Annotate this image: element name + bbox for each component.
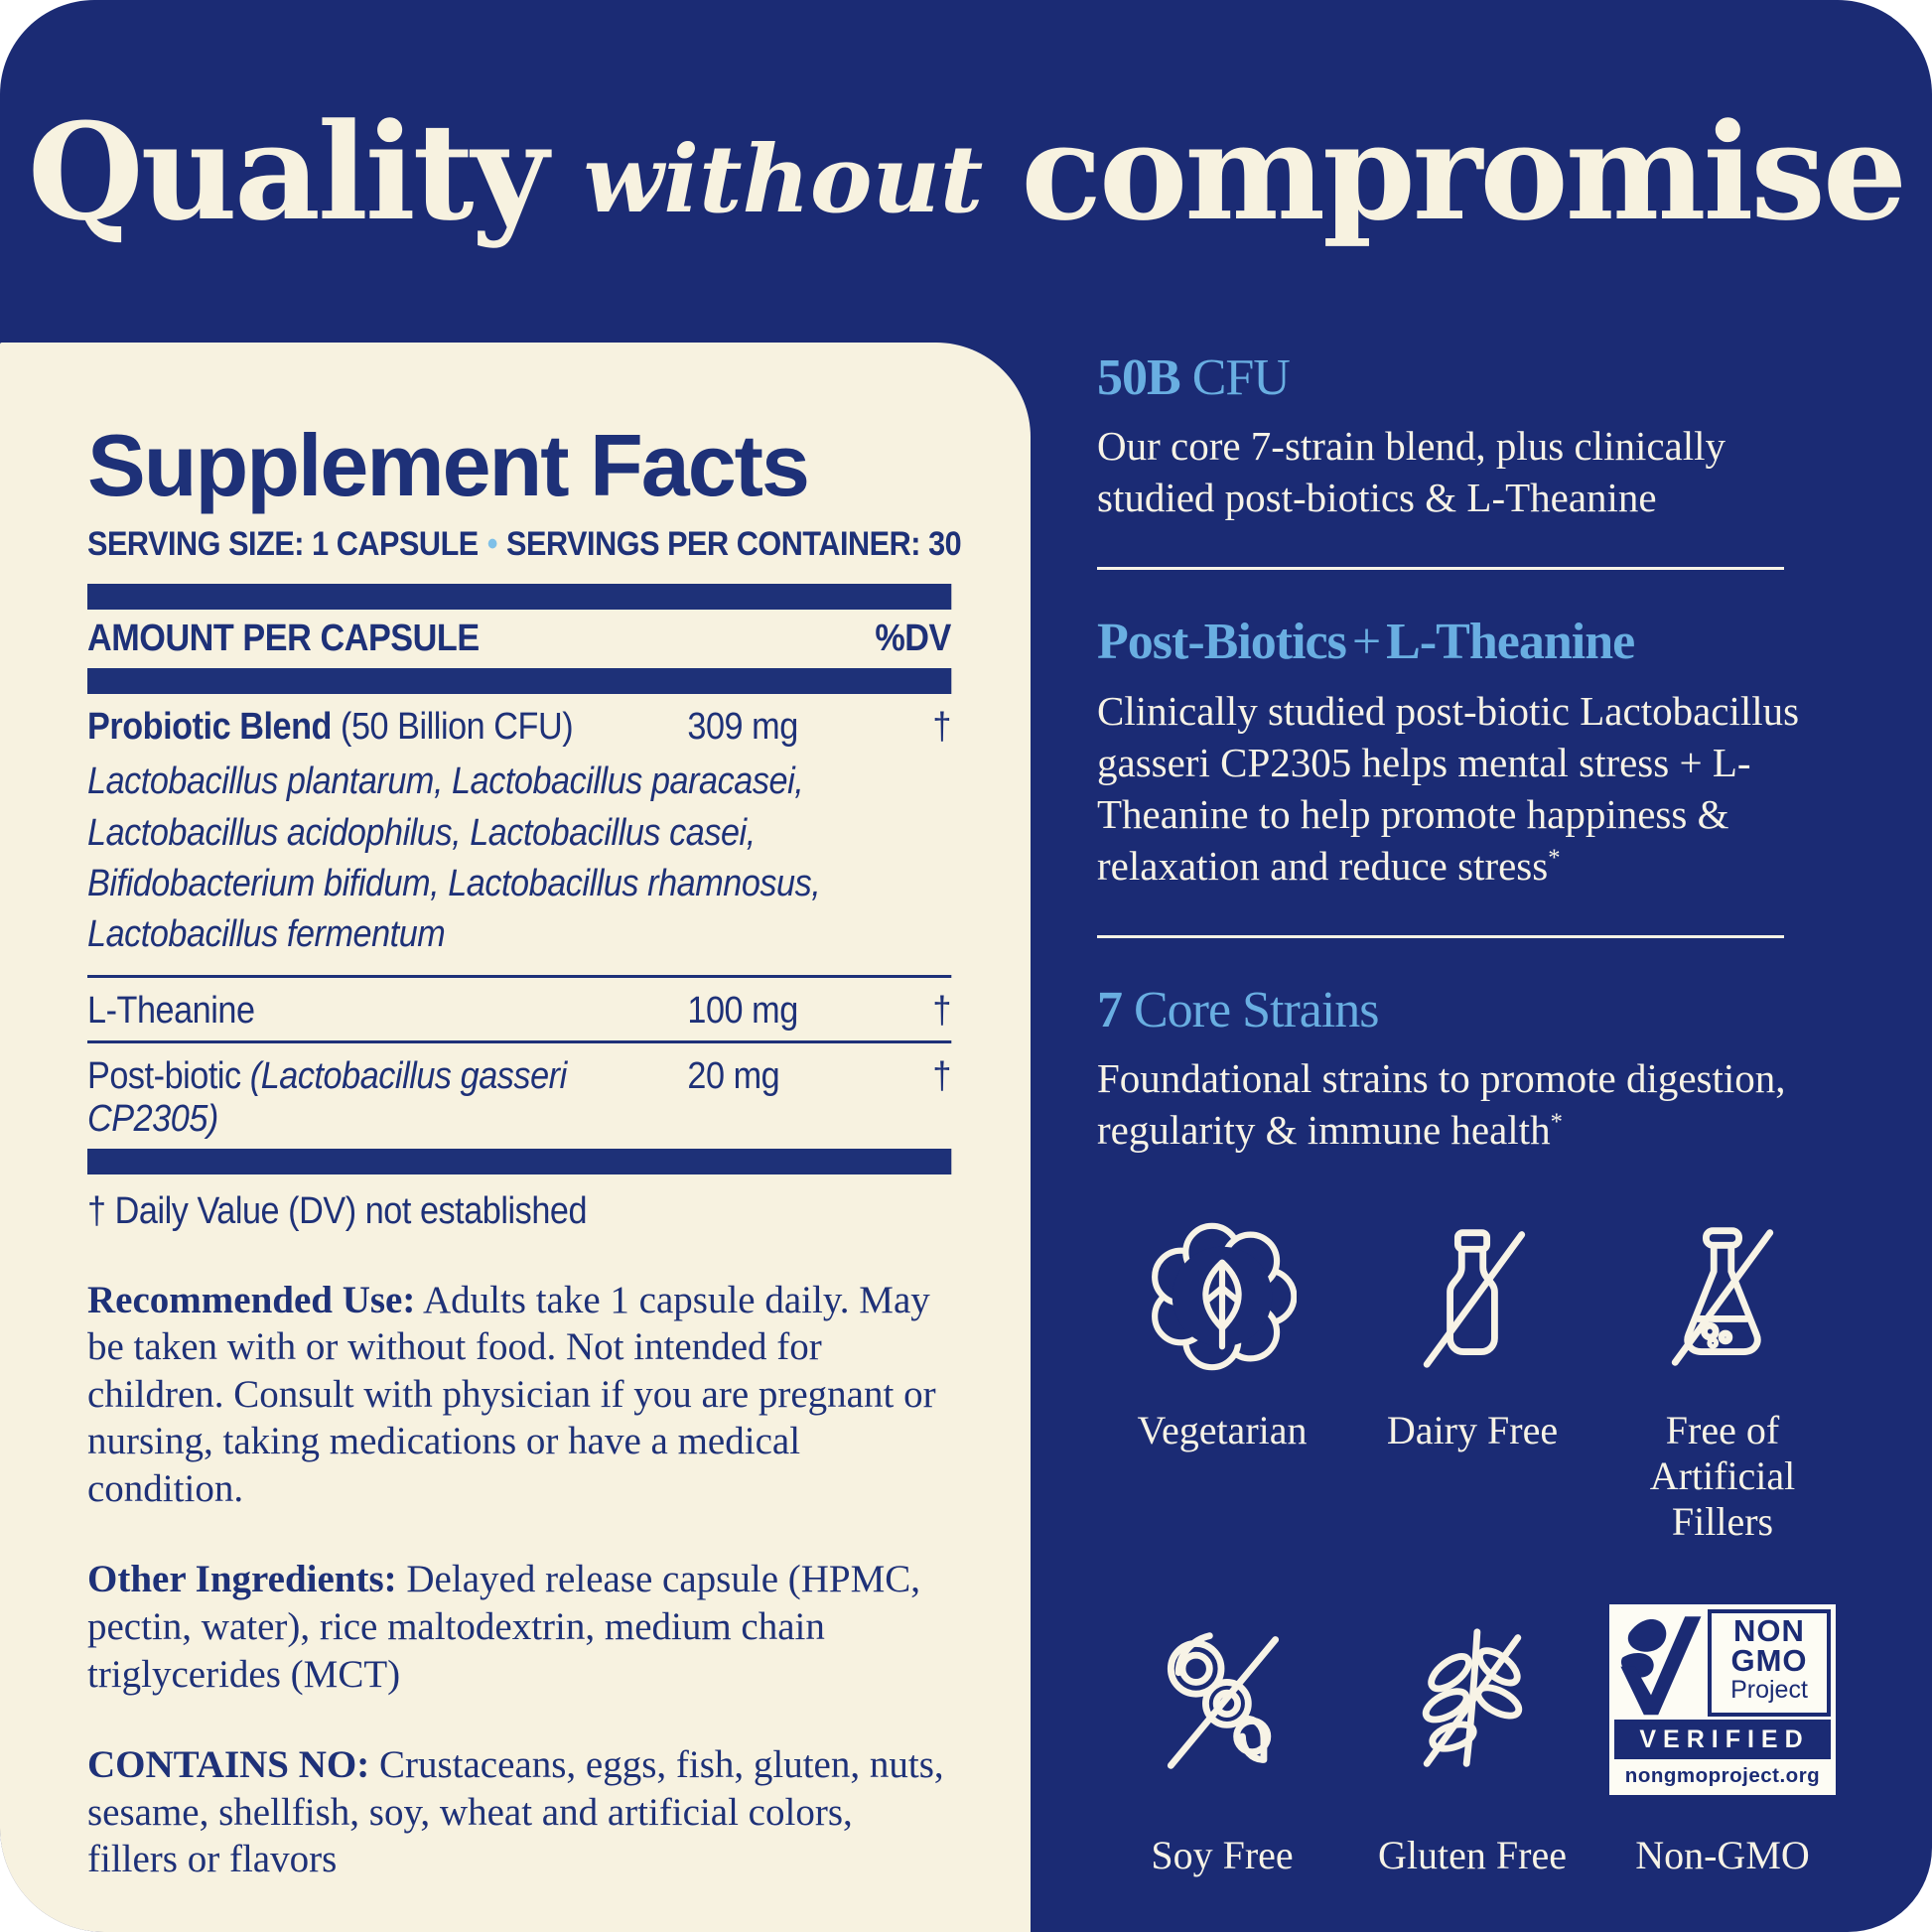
supplement-facts-table: SERVING SIZE: 1 CAPSULE • SERVINGS PER CON… bbox=[87, 525, 962, 1232]
cfu-value: 50B bbox=[1097, 349, 1181, 406]
bullet-separator: • bbox=[486, 525, 498, 564]
contains-no-paragraph: CONTAINS NO: Crustaceans, eggs, fish, gl… bbox=[87, 1741, 951, 1883]
contains-no-label: CONTAINS NO: bbox=[87, 1743, 370, 1787]
highlight-7-core-strains: 7 Core Strains Foundational strains to p… bbox=[1097, 982, 1850, 1156]
non-gmo-butterfly-icon bbox=[1620, 1616, 1702, 1716]
vegetarian-leaf-icon bbox=[1148, 1213, 1297, 1380]
ingredient-dv: † bbox=[932, 706, 951, 749]
divider-bar-mid bbox=[87, 668, 951, 695]
highlight-body: Clinically studied post-biotic Lactobaci… bbox=[1097, 687, 1800, 889]
non-gmo-project-badge: NON GMO Project VERIFIED nongmoproject.o… bbox=[1609, 1594, 1836, 1805]
amount-per-capsule-header: AMOUNT PER CAPSULE bbox=[87, 618, 480, 660]
ingredient-name: Probiotic Blend (50 Billion CFU) bbox=[87, 706, 574, 749]
l-theanine-label: L-Theanine bbox=[1386, 614, 1635, 671]
serving-info-line: SERVING SIZE: 1 CAPSULE • SERVINGS PER CON… bbox=[87, 525, 962, 564]
other-ingredients-paragraph: Other Ingredients: Delayed release capsu… bbox=[87, 1556, 951, 1698]
ingredient-dv: † bbox=[932, 1054, 951, 1097]
probiotic-species-list: Lactobacillus plantarum, Lactobacillus p… bbox=[87, 760, 821, 956]
badge-soy-free: Soy Free bbox=[1097, 1594, 1347, 1878]
highlight-heading: 7 Core Strains bbox=[1097, 982, 1850, 1038]
title-word-compromise: compromise bbox=[1021, 92, 1907, 250]
badge-label: Gluten Free bbox=[1378, 1833, 1567, 1878]
cfu-unit: CFU bbox=[1191, 349, 1291, 406]
badge-label: Non-GMO bbox=[1635, 1833, 1810, 1878]
recommended-use-paragraph: Recommended Use: Adults take 1 capsule d… bbox=[87, 1277, 951, 1513]
divider-bar-bottom bbox=[87, 1148, 951, 1174]
dv-header: %DV bbox=[875, 618, 951, 660]
recommended-use-label: Recommended Use: bbox=[87, 1278, 416, 1321]
non-gmo-project-text: NON GMO Project bbox=[1708, 1609, 1831, 1718]
table-row-probiotic-blend: Probiotic Blend (50 Billion CFU) 309 mg … bbox=[87, 694, 951, 757]
badge-gluten-free: Gluten Free bbox=[1347, 1594, 1597, 1878]
row-divider bbox=[87, 1039, 951, 1043]
title-word-without: without bbox=[583, 124, 984, 234]
no-artificial-fillers-flask-icon bbox=[1648, 1213, 1797, 1380]
ngp-line-non: NON bbox=[1733, 1613, 1805, 1649]
ngp-verified-bar: VERIFIED bbox=[1614, 1720, 1831, 1760]
supplement-facts-title: Supplement Facts bbox=[87, 416, 810, 514]
badge-row-2: Soy Free Gluten Fr bbox=[1097, 1594, 1850, 1878]
badge-label: Soy Free bbox=[1151, 1833, 1294, 1878]
highlights-column: 50B CFU Our core 7-strain blend, plus cl… bbox=[1097, 349, 1850, 1878]
badge-label: Vegetarian bbox=[1137, 1408, 1308, 1453]
ngp-line-gmo: GMO bbox=[1730, 1643, 1808, 1679]
ingredient-name: L-Theanine bbox=[87, 989, 255, 1032]
ngp-line-project: Project bbox=[1730, 1675, 1808, 1704]
highlight-heading: Post-Biotics + L-Theanine bbox=[1097, 614, 1850, 670]
highlight-heading: 50B CFU bbox=[1097, 349, 1850, 406]
strains-value: 7 bbox=[1097, 981, 1123, 1038]
soy-free-icon bbox=[1148, 1594, 1297, 1805]
ingredient-amount: 20 mg bbox=[687, 1054, 780, 1097]
table-header-row: AMOUNT PER CAPSULE %DV bbox=[87, 610, 951, 668]
title-word-quality: Quality bbox=[27, 92, 549, 250]
badge-artificial-fillers: Free of Artificial Fillers bbox=[1597, 1213, 1848, 1545]
servings-per-container: SERVINGS PER CONTAINER: 30 bbox=[506, 525, 962, 564]
plus-sign: + bbox=[1351, 614, 1381, 671]
table-row-post-biotic: Post-biotic (Lactobacillus gasseri CP230… bbox=[87, 1043, 951, 1149]
strains-unit: Core Strains bbox=[1134, 981, 1380, 1038]
row-divider bbox=[87, 974, 951, 978]
ingredient-dv: † bbox=[932, 989, 951, 1032]
highlight-post-biotics: Post-Biotics + L-Theanine Clinically studi… bbox=[1097, 614, 1850, 891]
badge-label: Free of Artificial Fillers bbox=[1649, 1408, 1796, 1545]
badge-label: Dairy Free bbox=[1386, 1408, 1559, 1453]
supplement-facts-panel: Supplement Facts SERVING SIZE: 1 CAPSULE… bbox=[0, 343, 1031, 1932]
badge-vegetarian: Vegetarian bbox=[1097, 1213, 1347, 1545]
highlight-body: Foundational strains to promote digestio… bbox=[1097, 1054, 1786, 1153]
highlight-body: Our core 7-strain blend, plus clinically… bbox=[1097, 423, 1726, 521]
section-divider bbox=[1097, 934, 1784, 938]
post-biotics-label: Post-Biotics bbox=[1097, 614, 1347, 671]
gluten-free-wheat-icon bbox=[1398, 1594, 1547, 1805]
other-ingredients-label: Other Ingredients: bbox=[87, 1558, 397, 1601]
section-divider bbox=[1097, 567, 1784, 571]
ingredient-name: Post-biotic (Lactobacillus gasseri CP230… bbox=[87, 1054, 567, 1140]
contains-no-text: Crustaceans, eggs, fish, gluten, nuts, s… bbox=[87, 1743, 944, 1881]
ngp-url: nongmoproject.org bbox=[1624, 1764, 1821, 1788]
dairy-free-bottle-icon bbox=[1398, 1213, 1547, 1380]
ingredient-amount: 100 mg bbox=[687, 989, 798, 1032]
recommended-use-text: Adults take 1 capsule daily. May be take… bbox=[87, 1278, 936, 1510]
ingredient-amount: 309 mg bbox=[687, 706, 798, 749]
highlight-50b-cfu: 50B CFU Our core 7-strain blend, plus cl… bbox=[1097, 349, 1850, 523]
serving-size: SERVING SIZE: 1 CAPSULE bbox=[87, 525, 479, 564]
divider-bar-top bbox=[87, 584, 951, 611]
page-title: Quality without compromise bbox=[0, 0, 1932, 343]
badge-row-1: Vegetarian Dairy Free bbox=[1097, 1213, 1850, 1545]
footnote-asterisk: * bbox=[1548, 844, 1561, 872]
footnote-asterisk: * bbox=[1550, 1108, 1563, 1136]
table-row-l-theanine: L-Theanine 100 mg † bbox=[87, 978, 951, 1040]
daily-value-footnote: † Daily Value (DV) not established bbox=[87, 1189, 588, 1232]
badge-non-gmo: NON GMO Project VERIFIED nongmoproject.o… bbox=[1597, 1594, 1848, 1878]
badge-dairy-free: Dairy Free bbox=[1347, 1213, 1597, 1545]
other-ingredients-text: Delayed release capsule (HPMC, pectin, w… bbox=[87, 1558, 921, 1696]
